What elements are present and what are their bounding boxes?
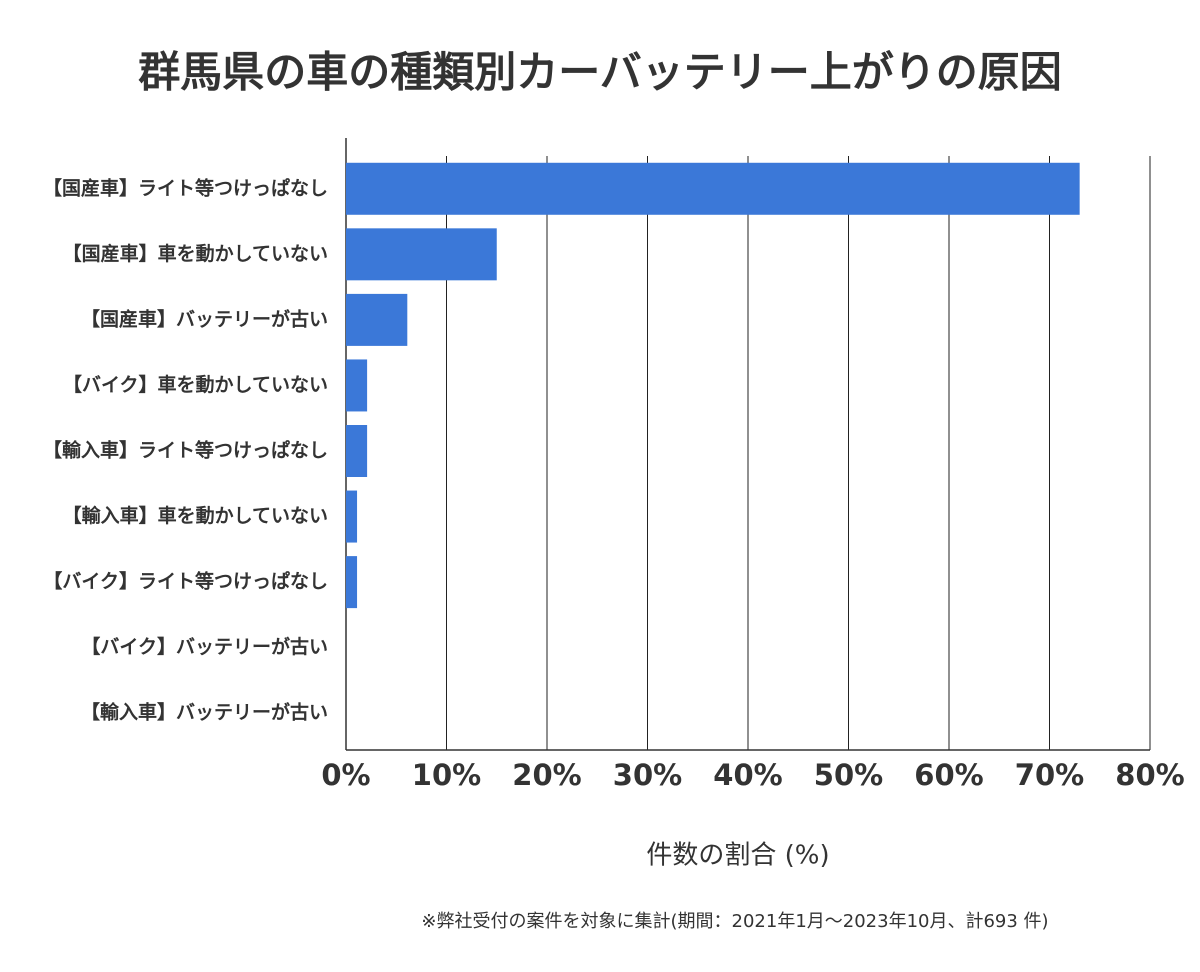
x-tick-label: 20% <box>512 758 581 792</box>
bar <box>346 490 358 543</box>
y-tick-label: 【輸入車】ライト等つけっぱなし <box>43 439 328 462</box>
x-axis-title: 件数の割合 (%) <box>646 841 829 871</box>
footnote: ※弊社受付の案件を対象に集計(期間：2021年1月～2023年10月、計693 … <box>421 911 1048 932</box>
x-tick-label: 50% <box>814 758 883 792</box>
x-tick-label: 30% <box>613 758 682 792</box>
y-tick-label: 【バイク】車を動かしていない <box>63 373 328 396</box>
x-tick-label: 0% <box>321 758 370 792</box>
bar <box>346 162 1080 215</box>
x-tick-label: 70% <box>1015 758 1084 792</box>
y-tick-label: 【輸入車】バッテリーが古い <box>81 701 328 724</box>
bar <box>346 425 368 477</box>
y-tick-label: 【バイク】ライト等つけっぱなし <box>43 570 328 593</box>
bar <box>346 556 358 609</box>
y-tick-label: 【輸入車】車を動かしていない <box>63 504 328 527</box>
chart-title: 群馬県の車の種類別カーバッテリー上がりの原因 <box>138 48 1062 97</box>
x-tick-label: 40% <box>713 758 782 792</box>
y-tick-label: 【バイク】バッテリーが古い <box>81 635 328 658</box>
x-tick-label: 60% <box>914 758 983 792</box>
bar <box>346 228 497 281</box>
bar <box>346 293 408 346</box>
x-tick-label: 10% <box>412 758 481 792</box>
y-tick-label: 【国産車】ライト等つけっぱなし <box>43 176 328 199</box>
bar <box>346 359 368 412</box>
x-tick-label: 80% <box>1115 758 1184 792</box>
y-tick-label: 【国産車】バッテリーが古い <box>81 307 328 330</box>
y-tick-label: 【国産車】車を動かしていない <box>63 242 328 265</box>
